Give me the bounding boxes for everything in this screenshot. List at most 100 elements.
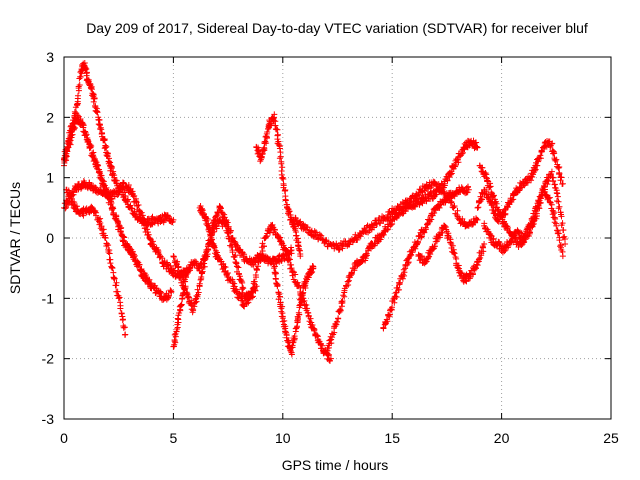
data-point	[209, 236, 216, 243]
data-point	[494, 216, 501, 223]
data-point	[297, 301, 304, 308]
data-point	[100, 189, 107, 196]
data-point	[274, 126, 281, 133]
y-tick-label: 1	[46, 170, 54, 186]
data-point	[444, 177, 451, 184]
data-point	[81, 60, 88, 67]
data-point	[467, 138, 474, 145]
data-point	[537, 155, 544, 162]
data-point	[559, 253, 566, 260]
data-point	[487, 183, 494, 190]
data-point	[308, 228, 315, 235]
data-point	[279, 303, 286, 310]
data-point	[516, 241, 523, 248]
data-point	[430, 180, 437, 187]
data-point	[327, 355, 334, 362]
data-point	[319, 342, 326, 349]
data-point	[179, 295, 186, 302]
data-point	[418, 233, 425, 240]
data-point	[556, 163, 563, 170]
data-point	[253, 283, 260, 290]
data-point	[283, 332, 290, 339]
x-tick-label: 25	[603, 430, 619, 446]
data-point	[249, 259, 256, 266]
data-point	[120, 324, 127, 331]
data-point	[299, 290, 306, 297]
data-point	[76, 210, 83, 217]
data-point	[289, 272, 296, 279]
data-point	[89, 90, 96, 97]
data-point	[292, 325, 299, 332]
data-point	[538, 148, 545, 155]
data-point	[531, 167, 538, 174]
data-point	[152, 247, 159, 254]
data-point	[554, 193, 561, 200]
data-point	[451, 163, 458, 170]
data-point	[174, 258, 181, 265]
data-point	[83, 131, 90, 138]
y-tick-label: -2	[42, 351, 55, 367]
data-point	[446, 192, 453, 199]
data-point	[533, 162, 540, 169]
data-point	[208, 232, 215, 239]
data-point	[185, 293, 192, 300]
data-point	[400, 271, 407, 278]
data-point	[467, 271, 474, 278]
data-point	[481, 222, 488, 229]
data-point	[101, 137, 108, 144]
data-point	[474, 216, 481, 223]
data-point	[149, 213, 156, 220]
data-point	[77, 116, 84, 123]
data-point	[194, 286, 201, 293]
data-point	[279, 174, 286, 181]
data-point	[277, 299, 284, 306]
data-point	[122, 241, 129, 248]
data-point	[183, 271, 190, 278]
data-point	[349, 265, 356, 272]
data-point	[554, 190, 561, 197]
data-point	[91, 95, 98, 102]
data-point	[69, 198, 76, 205]
data-point	[69, 126, 76, 133]
data-point	[240, 285, 247, 292]
data-point	[82, 132, 89, 139]
data-point	[271, 226, 278, 233]
data-point	[262, 256, 269, 263]
data-point	[374, 221, 381, 228]
data-point	[124, 198, 131, 205]
data-point	[435, 186, 442, 193]
data-point	[537, 152, 544, 159]
series-satellite-track-B	[61, 112, 175, 303]
data-point	[380, 231, 387, 238]
data-point	[336, 307, 343, 314]
data-point	[171, 338, 178, 345]
data-point	[451, 203, 458, 210]
data-point	[448, 198, 455, 205]
data-point	[75, 92, 82, 99]
data-point	[314, 337, 321, 344]
data-point	[478, 168, 485, 175]
data-point	[288, 349, 295, 356]
data-point	[297, 253, 304, 260]
data-point	[274, 283, 281, 290]
data-point	[253, 267, 260, 274]
data-point	[442, 223, 449, 230]
data-point	[288, 244, 295, 251]
data-point	[530, 210, 537, 217]
data-point	[65, 144, 72, 151]
data-point	[126, 186, 133, 193]
data-point	[524, 232, 531, 239]
data-point	[67, 137, 74, 144]
data-point	[257, 158, 264, 165]
data-point	[163, 213, 170, 220]
data-point	[170, 253, 177, 260]
data-point	[201, 210, 208, 217]
data-point	[116, 294, 123, 301]
data-point	[330, 331, 337, 338]
data-point	[165, 292, 172, 299]
data-point	[148, 283, 155, 290]
data-point	[474, 144, 481, 151]
x-tick-label: 0	[60, 430, 68, 446]
data-point	[282, 197, 289, 204]
data-point	[490, 235, 497, 242]
